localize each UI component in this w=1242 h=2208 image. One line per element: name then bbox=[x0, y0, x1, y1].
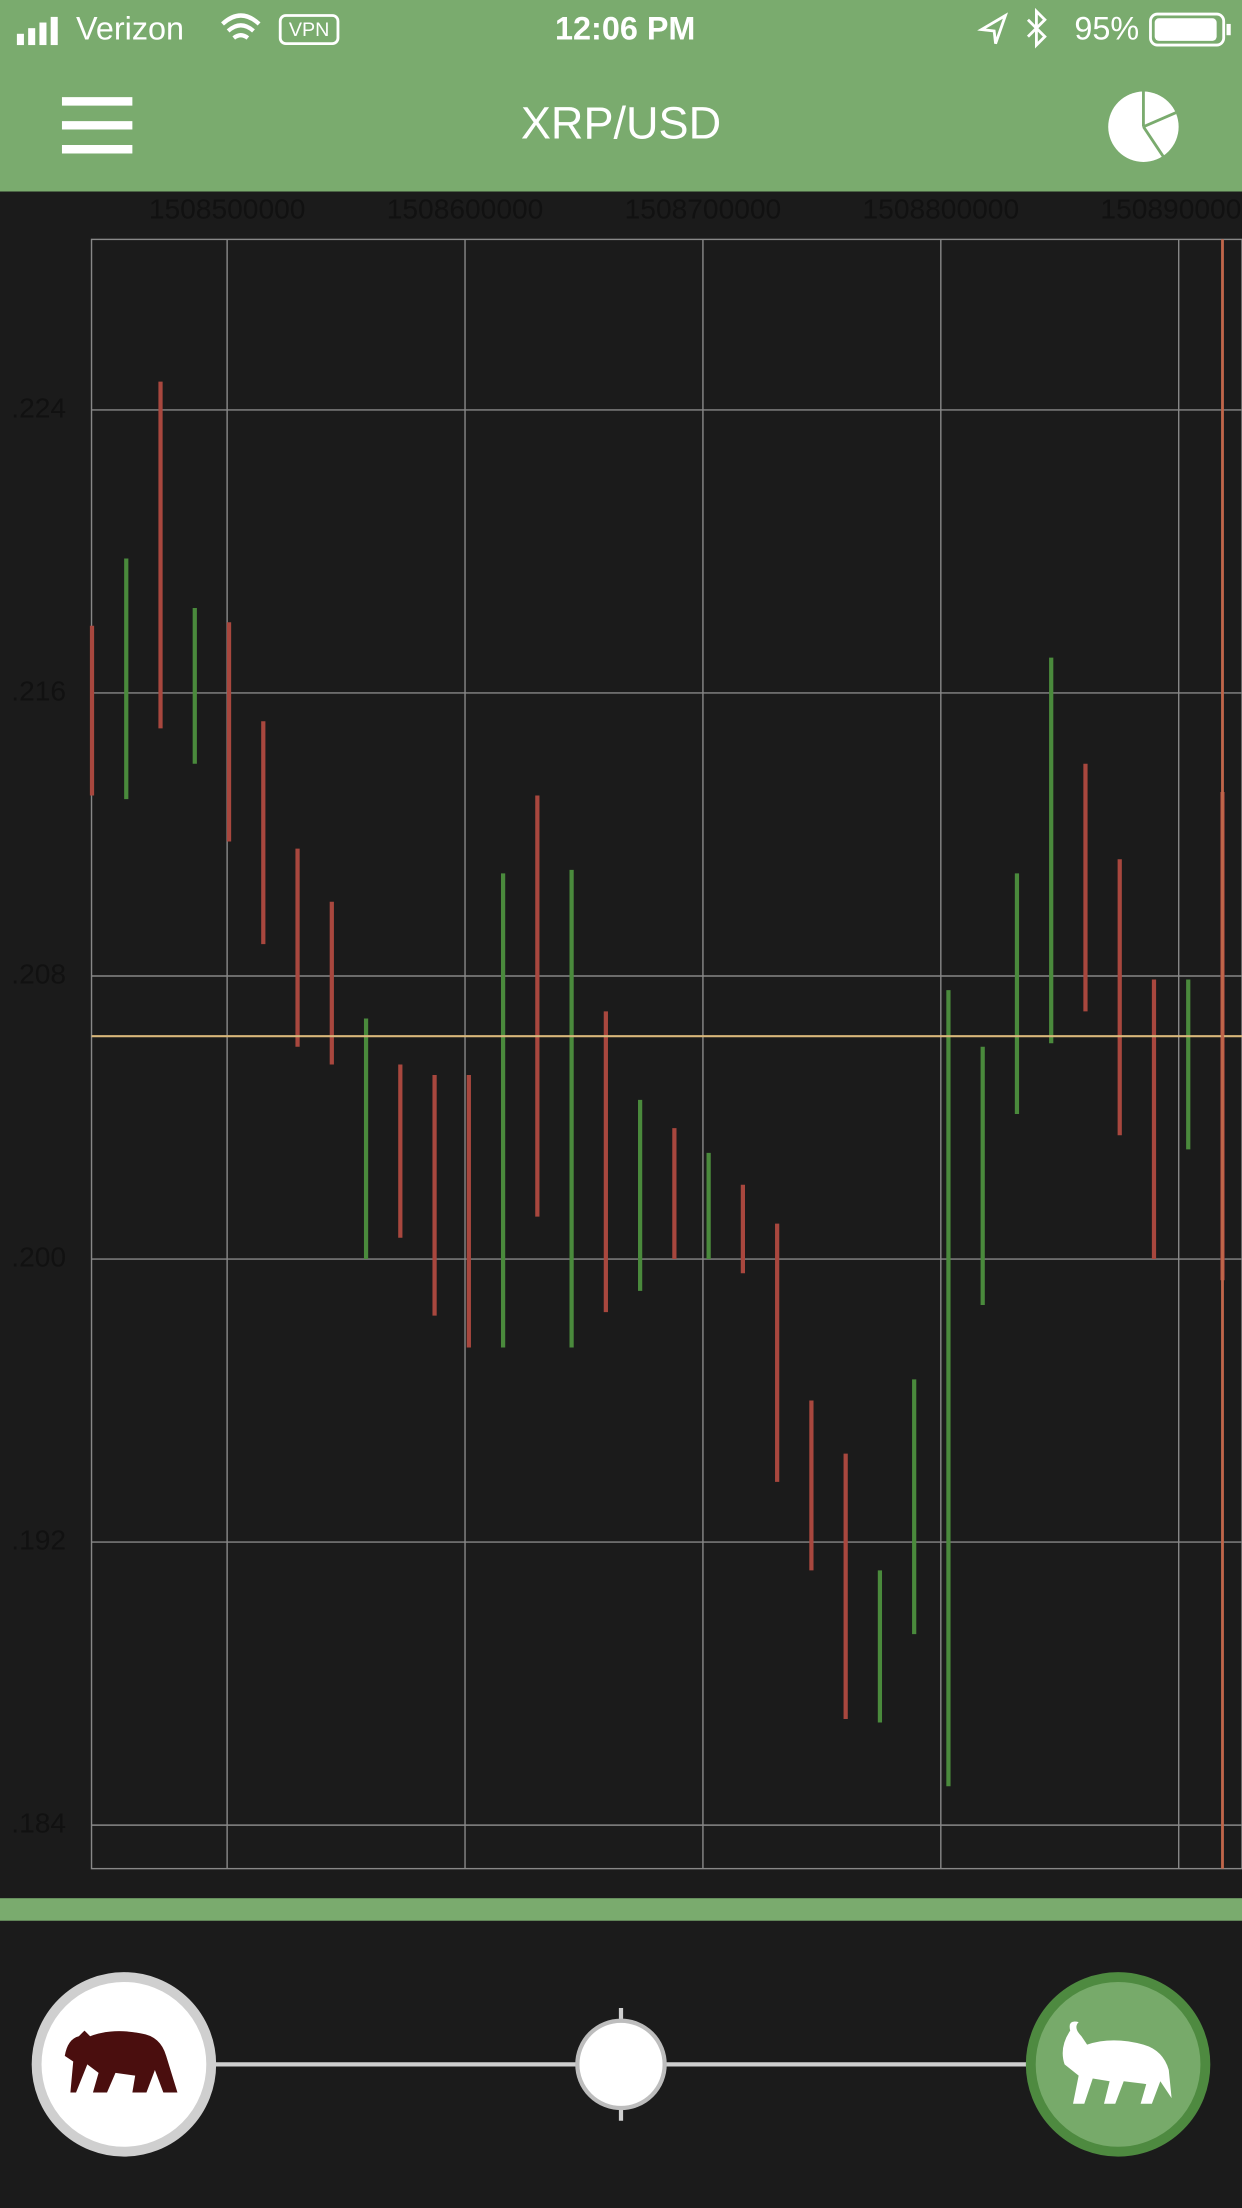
bluetooth-icon bbox=[1026, 7, 1047, 49]
battery-outline bbox=[1149, 12, 1226, 47]
x-tick-label: 1508500000 bbox=[149, 194, 306, 225]
battery-percent: 95% bbox=[1074, 11, 1139, 47]
location-icon bbox=[977, 12, 1009, 45]
header-title: XRP/USD bbox=[521, 98, 721, 149]
slider-thumb[interactable] bbox=[575, 2008, 667, 2121]
y-tick-label: .192 bbox=[11, 1525, 66, 1556]
vpn-label: VPN bbox=[289, 19, 330, 41]
bull-button[interactable] bbox=[1025, 1972, 1211, 2157]
x-tick-label: 1508700000 bbox=[625, 194, 782, 225]
y-tick-label: .184 bbox=[11, 1808, 66, 1839]
battery-level bbox=[1154, 18, 1217, 41]
signal-icon bbox=[16, 16, 58, 46]
menu-button[interactable] bbox=[61, 97, 133, 154]
battery-tip bbox=[1226, 23, 1231, 36]
wifi-icon bbox=[221, 13, 261, 40]
vpn-box bbox=[278, 14, 340, 46]
y-tick-label: .224 bbox=[11, 392, 66, 423]
clock: 12:06 PM bbox=[555, 11, 695, 47]
divider-bar bbox=[0, 1898, 1242, 1921]
carrier: Verizon bbox=[76, 11, 184, 47]
pie-chart-button[interactable] bbox=[1108, 91, 1179, 162]
x-tick-label: 1508600000 bbox=[387, 194, 544, 225]
chart: .184 .192 .200 .208 .216 .224 1508500000 150860… bbox=[11, 194, 1242, 1870]
bear-button[interactable] bbox=[31, 1972, 217, 2157]
y-tick-label: .200 bbox=[11, 1241, 66, 1272]
y-tick-label: .216 bbox=[11, 675, 66, 706]
x-tick-label: 1508800000 bbox=[863, 194, 1020, 225]
x-tick-label: 1508900000 bbox=[1100, 194, 1242, 225]
y-tick-label: .208 bbox=[11, 958, 66, 989]
plot-area bbox=[90, 238, 1242, 1870]
